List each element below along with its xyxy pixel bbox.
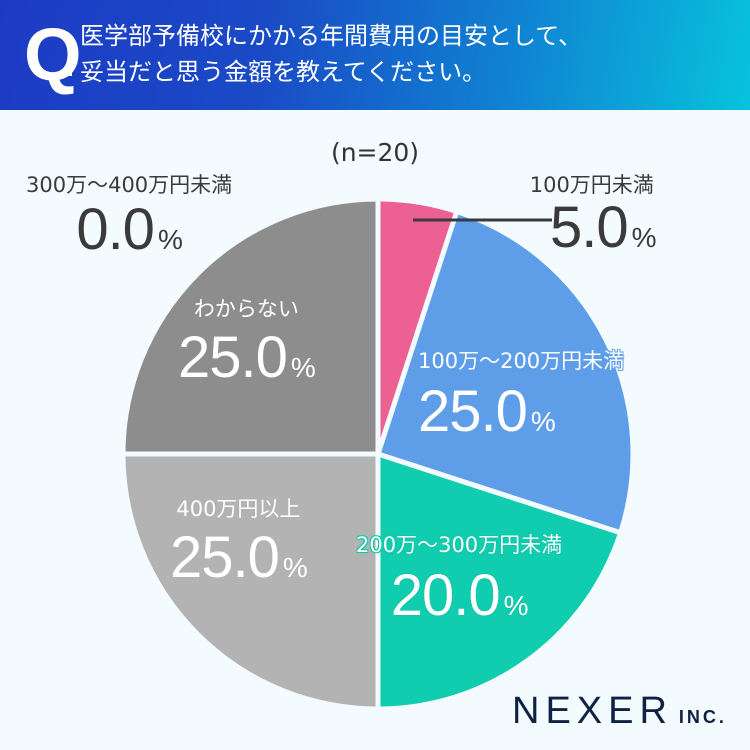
label-value: 0.0% (76, 197, 183, 262)
question-header: Q 医学部予備校にかかる年間費用の目安として、 妥当だと思う金額を教えてください… (0, 0, 750, 110)
question-text: 医学部予備校にかかる年間費用の目安として、 妥当だと思う金額を教えてください。 (80, 18, 740, 90)
pie-slice (120, 196, 381, 457)
label-under-100: 100万円未満 5.0% (528, 172, 657, 268)
q-dot (64, 68, 72, 76)
label-category: わからない (193, 297, 299, 321)
label-category: 100万円未満 (529, 173, 654, 197)
question-line-2: 妥当だと思う金額を教えてください。 (80, 58, 487, 86)
label-value: 25.0% (178, 325, 316, 390)
label-200-300: 200万～300万円未満 20.0% (356, 532, 562, 636)
pie-slice (120, 451, 381, 712)
sample-size: (n=20) (330, 138, 420, 167)
label-value: 25.0% (170, 525, 308, 590)
label-unknown: わからない 25.0% (178, 296, 316, 398)
label-100-200: 100万～200万円未満 25.0% (418, 348, 624, 452)
label-category: 300万～400万円未満 (26, 173, 233, 197)
label-over-400: 400万円以上 25.0% (170, 496, 308, 598)
label-category: 200万～300万円未満 (356, 533, 563, 557)
nexer-logo: NEXER INC. (512, 690, 727, 732)
label-category: 400万円以上 (176, 497, 301, 521)
label-value: 25.0% (418, 379, 556, 444)
question-line-1: 医学部予備校にかかる年間費用の目安として、 (80, 22, 583, 50)
pie-slice (375, 450, 624, 712)
label-category: 100万～200万円未満 (418, 349, 625, 373)
label-value: 5.0% (550, 195, 657, 260)
q-mark: Q (24, 13, 82, 96)
pie-slice (374, 208, 636, 536)
label-300-400: 300万～400万円未満 0.0% (26, 172, 232, 270)
label-value: 20.0% (390, 563, 529, 628)
